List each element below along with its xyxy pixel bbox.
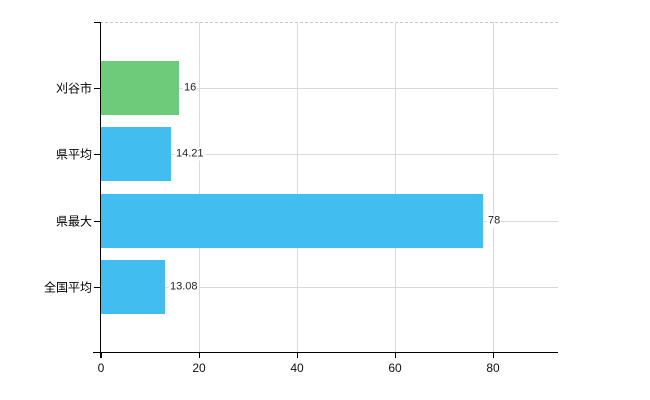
x-axis-line: [93, 352, 558, 353]
vertical-gridline: [395, 22, 396, 352]
horizontal-gridline: [101, 287, 558, 288]
category-label: 県最大: [55, 214, 92, 229]
x-tick-label: 80: [486, 361, 500, 375]
vertical-gridline: [493, 22, 494, 352]
y-axis-tick: [94, 221, 100, 222]
vertical-gridline: [199, 22, 200, 352]
x-tick-label: 20: [192, 361, 206, 375]
x-axis-tick: [297, 353, 298, 358]
horizontal-gridline: [101, 88, 558, 89]
x-tick-label: 0: [97, 361, 105, 375]
y-axis-line: [100, 22, 101, 358]
x-axis-tick: [493, 353, 494, 358]
x-axis-tick: [199, 353, 200, 358]
y-axis-tick: [94, 287, 100, 288]
category-label: 全国平均: [43, 280, 92, 295]
x-axis-tick: [395, 353, 396, 358]
bar-value-label: 13.08: [169, 280, 199, 294]
x-tick-label: 40: [290, 361, 304, 375]
bar-0: [101, 61, 179, 115]
y-axis-tick: [94, 88, 100, 89]
vertical-gridline: [297, 22, 298, 352]
bar-value-label: 78: [487, 214, 502, 228]
bar-2: [101, 194, 483, 248]
category-label: 県平均: [55, 147, 92, 162]
y-axis-tick: [94, 154, 100, 155]
x-axis-tick: [101, 353, 102, 358]
horizontal-gridline: [101, 154, 558, 155]
y-axis-tick: [94, 22, 100, 23]
x-tick-label: 60: [388, 361, 402, 375]
bar-value-label: 16: [183, 81, 198, 95]
category-label: 刈谷市: [55, 81, 92, 96]
bar-1: [101, 127, 171, 181]
bar-3: [101, 260, 165, 314]
bar-value-label: 14.21: [175, 147, 205, 161]
plot-top-border: [100, 22, 558, 23]
